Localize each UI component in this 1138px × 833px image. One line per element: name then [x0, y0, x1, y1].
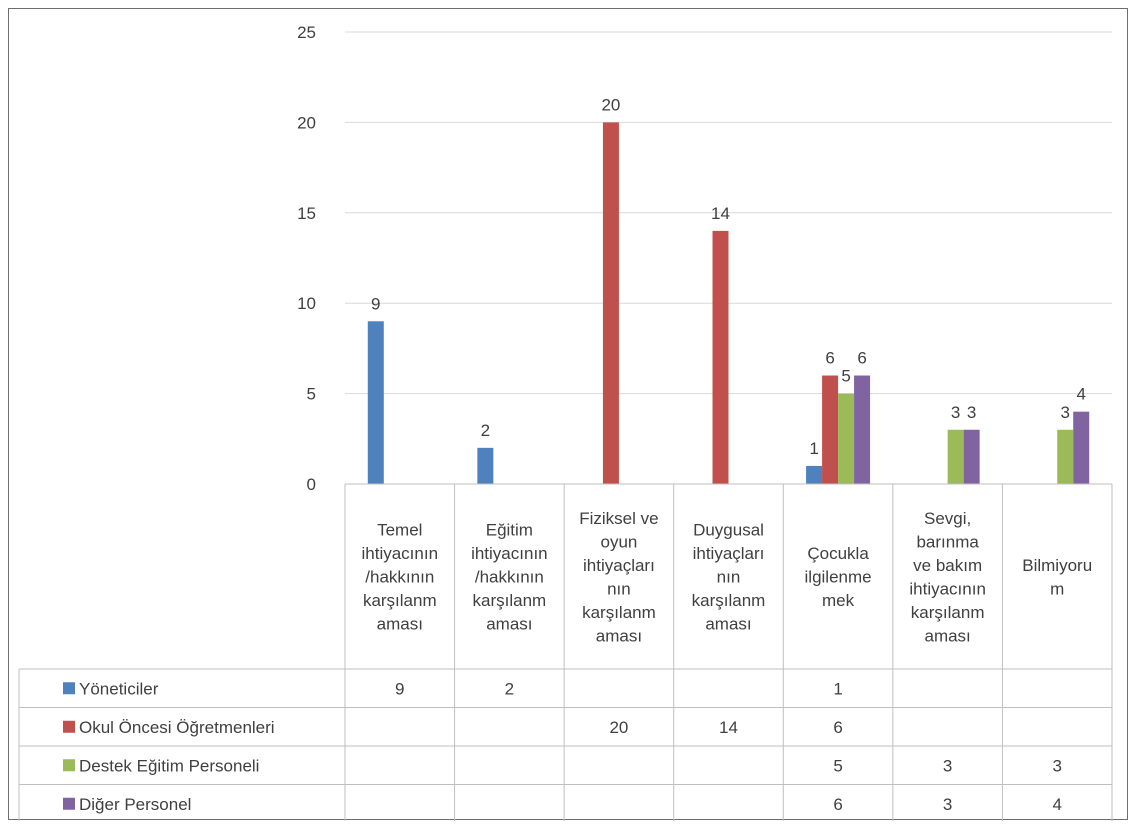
table-cell: 4: [1052, 795, 1061, 814]
legend-key: [63, 682, 75, 695]
category-label: barınma: [916, 532, 979, 551]
y-tick-label: 25: [297, 23, 316, 42]
category-label: ihtiyacının: [471, 544, 548, 563]
category-label: mek: [822, 591, 855, 610]
data-label: 1: [809, 439, 818, 458]
series-name: Yöneticiler: [79, 679, 159, 698]
bar: [367, 321, 384, 484]
bar: [1073, 411, 1090, 484]
legend-key: [63, 797, 75, 810]
data-label: 2: [481, 421, 490, 440]
table-cell: 6: [833, 718, 842, 737]
category-label: Fiziksel ve: [579, 509, 658, 528]
category-label: ihtiyaçları: [693, 544, 765, 563]
category-label: nın: [607, 579, 631, 598]
category-label: oyun: [600, 532, 637, 551]
category-label: aması: [924, 626, 970, 645]
category-label: aması: [705, 615, 751, 634]
category-label: ihtiyacının: [909, 579, 986, 598]
chart-frame: 0 5 10 15 20 25 9 2 1 20 14 6 5 3 3 6 3 4 Temel ihtiyacının…: [8, 8, 1128, 821]
bar: [602, 122, 619, 485]
series-name: Diğer Personel: [79, 795, 191, 814]
category-label: aması: [377, 615, 423, 634]
bar: [806, 465, 823, 484]
category-label: ihtiyacının: [362, 544, 439, 563]
data-label: 3: [951, 403, 960, 422]
bar: [477, 447, 494, 484]
series-name: Okul Öncesi Öğretmenleri: [79, 718, 275, 737]
y-tick-label: 15: [297, 204, 316, 223]
category-label: ve bakım: [913, 556, 982, 575]
table-cell: 5: [833, 756, 842, 775]
category-label: Bilmiyoru: [1022, 556, 1092, 575]
data-label: 3: [1060, 403, 1069, 422]
category-label: karşılanm: [582, 603, 656, 622]
category-label: /hakkının: [365, 568, 434, 587]
table-cell: 1: [833, 679, 842, 698]
table-cell: 3: [1052, 756, 1061, 775]
category-label: aması: [596, 626, 642, 645]
data-label: 9: [371, 294, 380, 313]
data-label: 6: [857, 349, 866, 368]
category-label: Çocukla: [807, 544, 869, 563]
category-label: /hakkının: [475, 568, 544, 587]
data-label: 14: [711, 204, 730, 223]
series-name: Destek Eğitim Personeli: [79, 756, 259, 775]
category-label: nın: [717, 568, 741, 587]
category-label: m: [1050, 579, 1064, 598]
y-tick-label: 10: [297, 294, 316, 313]
table-cell: 6: [833, 795, 842, 814]
bar: [838, 393, 855, 484]
category-label: Sevgi,: [924, 509, 971, 528]
y-tick-label: 20: [297, 113, 316, 132]
legend-key: [63, 759, 75, 772]
data-label: 5: [841, 367, 850, 386]
y-tick-label: 5: [307, 385, 316, 404]
data-label: 3: [967, 403, 976, 422]
category-label: karşılanm: [363, 591, 437, 610]
y-tick-label: 0: [307, 475, 316, 494]
bar: [1057, 429, 1074, 484]
category-label: Temel: [377, 521, 422, 540]
category-label: Eğitim: [486, 521, 533, 540]
data-label: 4: [1076, 385, 1085, 404]
table-cell: 14: [719, 718, 738, 737]
data-label: 20: [601, 95, 620, 114]
category-label: karşılanm: [692, 591, 766, 610]
category-label: aması: [486, 615, 532, 634]
table-cell: 20: [609, 718, 628, 737]
legend-key: [63, 720, 75, 733]
table-cell: 9: [395, 679, 404, 698]
category-label: ilgilenme: [805, 568, 872, 587]
category-label: karşılanm: [473, 591, 547, 610]
category-label: Duygusal: [693, 521, 764, 540]
category-label: ihtiyaçları: [583, 556, 655, 575]
table-cell: 3: [943, 795, 952, 814]
bar: [712, 230, 729, 484]
bar: [822, 375, 839, 484]
table-cell: 3: [943, 756, 952, 775]
data-label: 6: [825, 349, 834, 368]
bar: [963, 429, 980, 484]
bar: [947, 429, 964, 484]
category-label: karşılanm: [911, 603, 985, 622]
table-cell: 2: [505, 679, 514, 698]
bar: [854, 375, 871, 484]
